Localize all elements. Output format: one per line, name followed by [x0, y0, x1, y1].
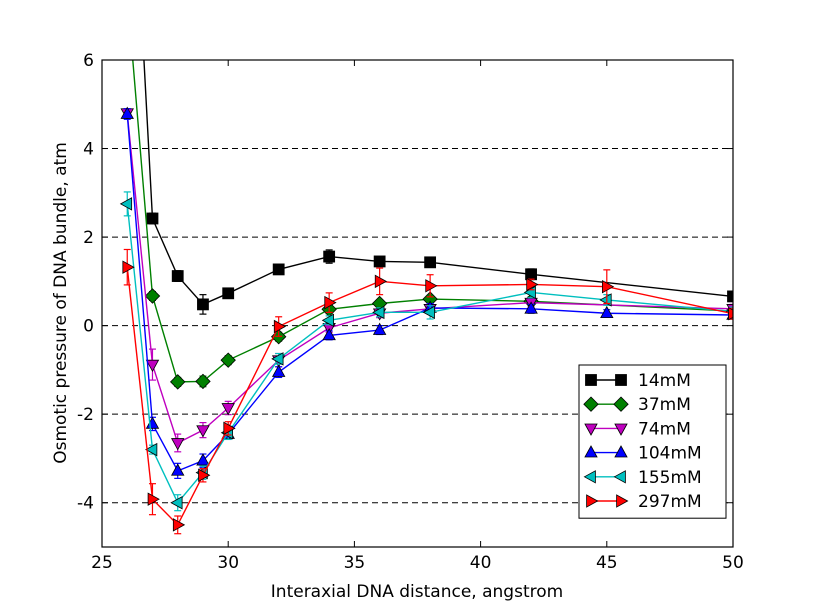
data-point: [172, 518, 186, 532]
data-point: [600, 305, 614, 319]
legend-marker: [584, 445, 598, 458]
data-point: [146, 212, 159, 225]
data-point: [195, 373, 211, 390]
data-point: [170, 463, 185, 476]
x-tick-label: 50: [722, 553, 744, 573]
data-point: [374, 274, 388, 289]
legend-marker: [613, 470, 626, 484]
legend-marker: [613, 396, 629, 412]
data-point: [321, 313, 334, 328]
legend-marker: [583, 396, 599, 412]
legend-entry: 74mM: [584, 419, 691, 439]
data-point: [323, 250, 336, 263]
y-tick-label: 2: [83, 228, 94, 248]
data-point: [119, 197, 133, 211]
data-point: [728, 306, 733, 321]
data-point: [147, 492, 160, 506]
data-point: [122, 260, 135, 274]
data-point: [171, 270, 184, 282]
legend-marker: [614, 423, 628, 436]
legend-marker: [616, 494, 629, 508]
legend-entry: 297mM: [586, 492, 702, 512]
data-point: [372, 322, 387, 335]
legend-label: 74mM: [638, 419, 691, 439]
legend-marker: [614, 445, 628, 458]
data-point: [221, 403, 235, 416]
x-tick-label: 30: [217, 553, 239, 573]
data-point: [727, 290, 733, 303]
data-point: [198, 468, 211, 483]
legend-marker: [585, 374, 597, 386]
legend-marker: [584, 423, 598, 436]
y-tick-label: -2: [77, 405, 94, 425]
y-tick-label: 6: [83, 51, 94, 71]
data-point: [220, 352, 236, 368]
data-point: [422, 305, 435, 320]
data-point: [425, 279, 438, 293]
data-point: [144, 288, 161, 304]
y-tick-label: 0: [83, 317, 94, 337]
y-axis-label: Osmotic pressure of DNA bundle, atm: [51, 142, 71, 464]
series-14mM: [143, 60, 733, 315]
x-tick-label: 35: [344, 553, 366, 573]
data-point: [170, 374, 186, 390]
data-point: [602, 279, 615, 294]
legend-marker: [586, 494, 599, 508]
legend-label: 14mM: [638, 371, 691, 391]
legend-label: 297mM: [638, 492, 702, 512]
legend-entry: 104mM: [584, 444, 702, 464]
series-297mM: [122, 248, 733, 535]
legend-label: 37mM: [638, 395, 691, 415]
legend-entry: 37mM: [583, 395, 691, 415]
legend-marker: [583, 470, 596, 484]
legend-label: 104mM: [638, 444, 702, 464]
legend: 14mM 37mM 74mM 104mM 155mM 297mM: [578, 364, 727, 519]
x-tick-label: 25: [91, 553, 113, 573]
data-point: [526, 277, 539, 292]
data-point: [273, 319, 287, 334]
data-point: [524, 301, 538, 314]
data-point: [145, 442, 158, 457]
axis-ticks: -4 -2 0 2 4 6 25 30 35 40 45 50: [77, 51, 744, 573]
data-point: [272, 263, 285, 276]
data-point: [373, 255, 386, 268]
legend-marker: [615, 374, 627, 386]
data-point: [170, 438, 185, 451]
legend-box: [578, 364, 727, 519]
x-axis-label: Interaxial DNA distance, angstrom: [271, 582, 563, 602]
data-point: [120, 106, 134, 119]
data-point: [324, 295, 337, 310]
series-line: [126, 203, 733, 505]
data-point: [271, 364, 286, 377]
y-tick-label: -4: [77, 494, 94, 514]
data-point: [170, 496, 183, 510]
data-point: [223, 421, 236, 436]
legend-entry: 14mM: [585, 371, 691, 391]
data-point: [196, 453, 210, 466]
data-point: [525, 268, 537, 281]
plot-frame: [101, 59, 734, 548]
legend-entry: 155mM: [583, 468, 702, 488]
data-point: [196, 425, 210, 438]
series-line: [126, 113, 733, 472]
data-point: [424, 256, 437, 269]
data-point: [222, 287, 235, 300]
data-point: [197, 298, 209, 311]
series-layer: [119, 60, 733, 535]
data-point: [372, 305, 385, 320]
data-point: [322, 327, 336, 341]
x-tick-label: 45: [596, 553, 618, 573]
y-tick-label: 4: [83, 140, 94, 160]
x-tick-label: 40: [470, 553, 492, 573]
legend-label: 155mM: [638, 468, 702, 488]
data-point: [145, 359, 160, 373]
data-point: [271, 352, 284, 366]
